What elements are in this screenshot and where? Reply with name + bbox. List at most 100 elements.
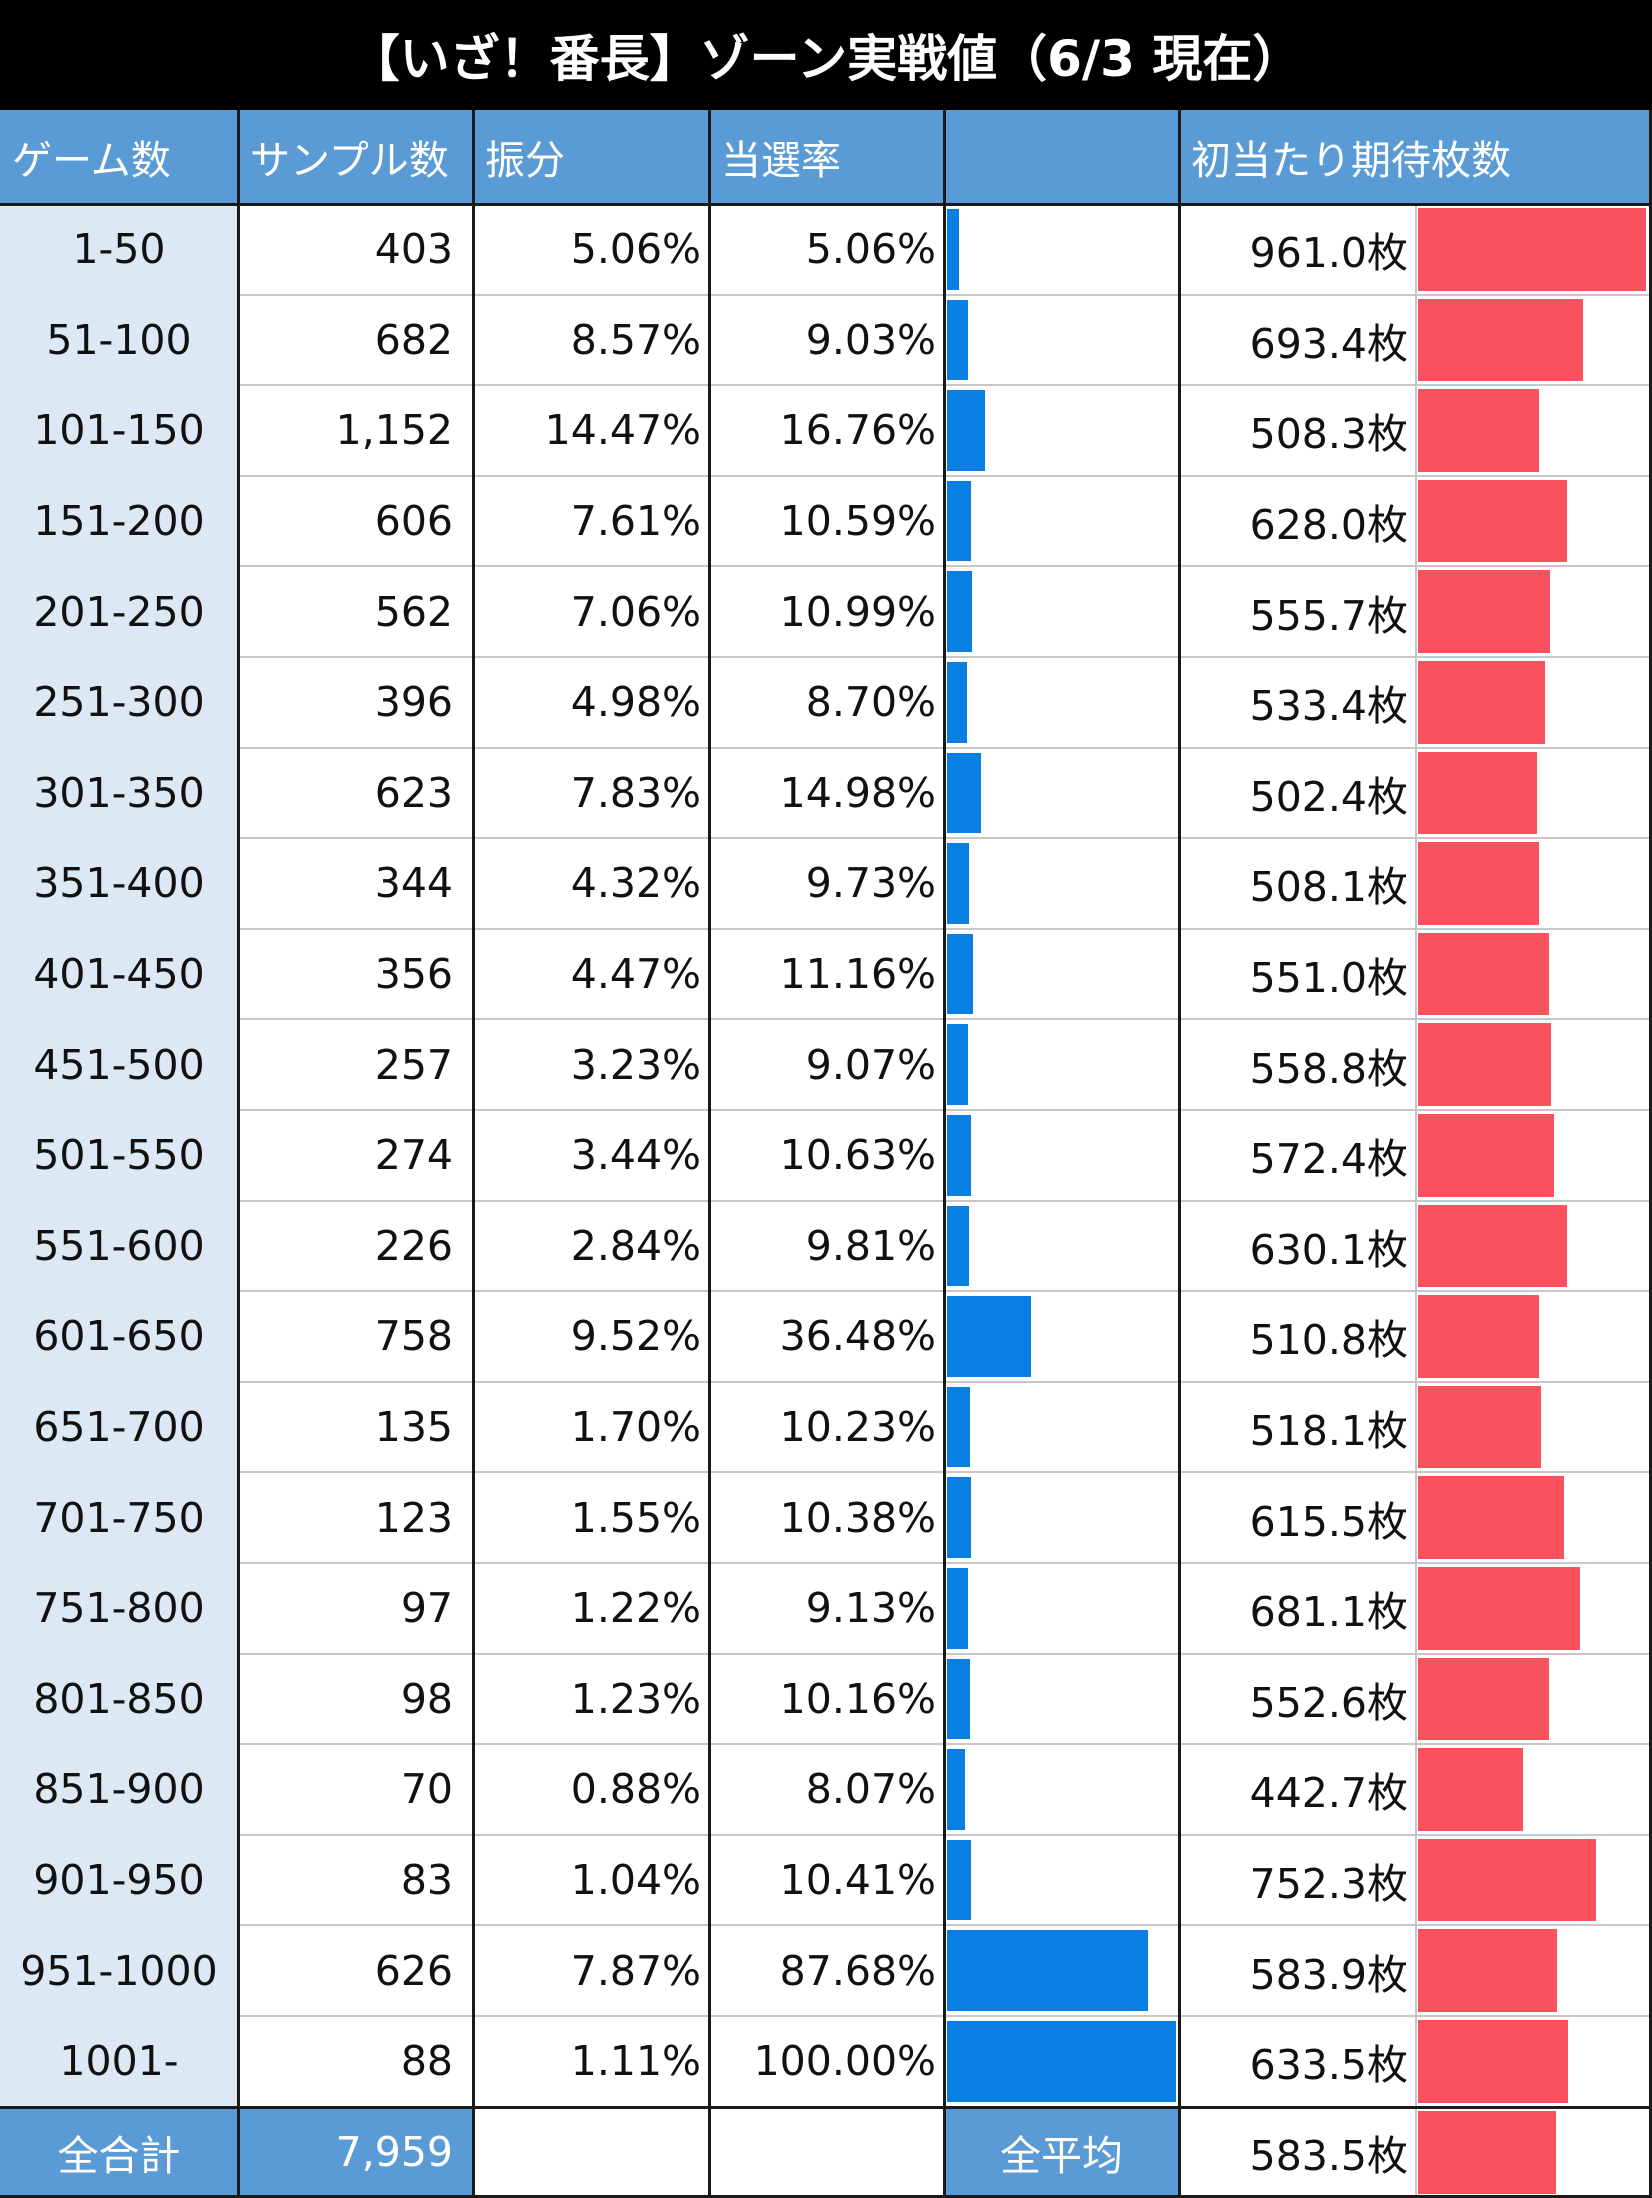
hit-rate-value: 9.13% bbox=[805, 1584, 936, 1633]
header-hit-bar bbox=[944, 110, 1179, 204]
hit-rate-bar bbox=[947, 1386, 971, 1468]
sample-count: 626 bbox=[374, 1946, 453, 1995]
expected-value: 693.4枚 bbox=[1249, 319, 1408, 368]
sample-count: 274 bbox=[374, 1131, 453, 1180]
expected-value: 961.0枚 bbox=[1249, 229, 1408, 278]
hit-rate-value: 8.07% bbox=[805, 1765, 936, 1814]
expected-value: 508.3枚 bbox=[1249, 410, 1408, 459]
zone-label: 401-450 bbox=[0, 928, 238, 1020]
sample-count: 396 bbox=[374, 678, 453, 727]
hit-rate-value: 9.03% bbox=[805, 315, 936, 364]
expected-value: 442.7枚 bbox=[1249, 1769, 1408, 1818]
hit-rate-value: 14.98% bbox=[779, 768, 936, 817]
zone-label: 251-300 bbox=[0, 657, 238, 748]
expected-bar bbox=[1418, 1929, 1557, 2012]
expected-bar bbox=[1418, 479, 1567, 563]
zone-label: 1001- bbox=[0, 2016, 238, 2107]
hit-rate-value: 10.23% bbox=[779, 1403, 936, 1452]
hit-rate-value: 10.41% bbox=[779, 1856, 936, 1905]
column-divider bbox=[708, 110, 711, 2198]
expected-bar bbox=[1418, 570, 1550, 653]
hit-rate-bar bbox=[947, 752, 982, 834]
expected-value: 533.4枚 bbox=[1249, 682, 1408, 731]
zone-label: 201-250 bbox=[0, 566, 238, 657]
expected-bar bbox=[1418, 842, 1539, 925]
zone-label: 451-500 bbox=[0, 1019, 238, 1110]
hit-rate-bar bbox=[947, 571, 973, 652]
zone-label: 1-50 bbox=[0, 204, 238, 295]
hit-rate-bar bbox=[947, 480, 972, 562]
share-value: 3.23% bbox=[570, 1040, 701, 1089]
sample-count: 562 bbox=[374, 587, 453, 636]
expected-bar bbox=[1418, 1114, 1554, 1197]
expected-bar bbox=[1418, 1023, 1551, 1106]
sample-count: 83 bbox=[400, 1856, 453, 1905]
share-value: 4.98% bbox=[570, 678, 701, 727]
zone-label: 151-200 bbox=[0, 475, 238, 567]
total-samples: 7,959 bbox=[238, 2106, 473, 2198]
hit-rate-value: 9.73% bbox=[805, 859, 936, 908]
hit-rate-value: 9.07% bbox=[805, 1040, 936, 1089]
expected-bar bbox=[1418, 1748, 1524, 1831]
expected-bar bbox=[1418, 208, 1646, 291]
table-rule bbox=[0, 2195, 1652, 2198]
hit-rate-bar bbox=[947, 1296, 1031, 1377]
share-value: 3.44% bbox=[570, 1131, 701, 1180]
share-value: 0.88% bbox=[570, 1765, 701, 1814]
expected-value: 518.1枚 bbox=[1249, 1407, 1408, 1456]
hit-rate-bar bbox=[947, 1205, 970, 1287]
sample-count: 623 bbox=[374, 768, 453, 817]
expected-bar bbox=[1418, 661, 1545, 744]
expected-value: 615.5枚 bbox=[1249, 1497, 1408, 1546]
expected-bar bbox=[1418, 298, 1583, 382]
hit-rate-bar bbox=[947, 662, 967, 743]
hit-rate-bar bbox=[947, 1839, 971, 1921]
average-expected-bar bbox=[1418, 2110, 1557, 2194]
expected-value: 630.1枚 bbox=[1249, 1225, 1408, 1274]
hit-rate-value: 5.06% bbox=[805, 225, 936, 274]
zone-label: 501-550 bbox=[0, 1110, 238, 1201]
share-value: 1.11% bbox=[570, 2037, 701, 2086]
table-rule bbox=[0, 203, 1652, 206]
zone-label: 701-750 bbox=[0, 1472, 238, 1563]
share-value: 1.04% bbox=[570, 1856, 701, 1905]
expected-bar bbox=[1418, 1385, 1541, 1469]
zone-label: 951-1000 bbox=[0, 1925, 238, 2016]
hit-rate-value: 10.59% bbox=[779, 497, 936, 546]
total-label: 全合計 bbox=[0, 2106, 238, 2198]
hit-rate-bar bbox=[947, 1749, 966, 1830]
expected-value: 572.4枚 bbox=[1249, 1135, 1408, 1184]
hit-rate-bar bbox=[947, 1024, 968, 1105]
hit-rate-value: 10.38% bbox=[779, 1493, 936, 1542]
sample-count: 70 bbox=[400, 1765, 453, 1814]
sample-count: 257 bbox=[374, 1040, 453, 1089]
sample-count: 682 bbox=[374, 315, 453, 364]
zone-label: 751-800 bbox=[0, 1563, 238, 1654]
hit-rate-value: 100.00% bbox=[753, 2037, 936, 2086]
page-title: 【いざ！番長】ゾーン実戦値（6/3 現在） bbox=[0, 0, 1652, 110]
column-divider bbox=[1178, 110, 1181, 2198]
hit-rate-bar bbox=[947, 843, 970, 924]
hit-rate-bar bbox=[947, 299, 968, 381]
column-divider bbox=[1415, 204, 1417, 2198]
expected-value: 628.0枚 bbox=[1249, 501, 1408, 550]
expected-bar bbox=[1418, 1295, 1540, 1378]
sample-count: 758 bbox=[374, 1312, 453, 1361]
zone-label: 351-400 bbox=[0, 838, 238, 929]
header-zone: ゲーム数 bbox=[0, 110, 238, 204]
hit-rate-bar bbox=[947, 2021, 1176, 2102]
share-value: 7.06% bbox=[570, 587, 701, 636]
expected-bar bbox=[1418, 1838, 1597, 1922]
expected-value: 752.3枚 bbox=[1249, 1860, 1408, 1909]
hit-rate-value: 36.48% bbox=[779, 1312, 936, 1361]
hit-rate-bar bbox=[947, 390, 986, 471]
hit-rate-value: 16.76% bbox=[779, 406, 936, 455]
sample-count: 135 bbox=[374, 1403, 453, 1452]
expected-value: 681.1枚 bbox=[1249, 1588, 1408, 1637]
expected-bar bbox=[1418, 1476, 1565, 1559]
share-value: 1.70% bbox=[570, 1403, 701, 1452]
expected-bar bbox=[1418, 932, 1549, 1016]
share-value: 1.22% bbox=[570, 1584, 701, 1633]
hit-rate-bar bbox=[947, 209, 959, 290]
